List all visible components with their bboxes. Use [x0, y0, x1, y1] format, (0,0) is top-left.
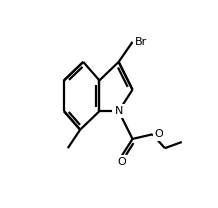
Text: N: N: [114, 106, 123, 116]
Text: O: O: [155, 129, 164, 139]
Text: O: O: [117, 157, 126, 167]
Text: Br: Br: [135, 37, 147, 47]
